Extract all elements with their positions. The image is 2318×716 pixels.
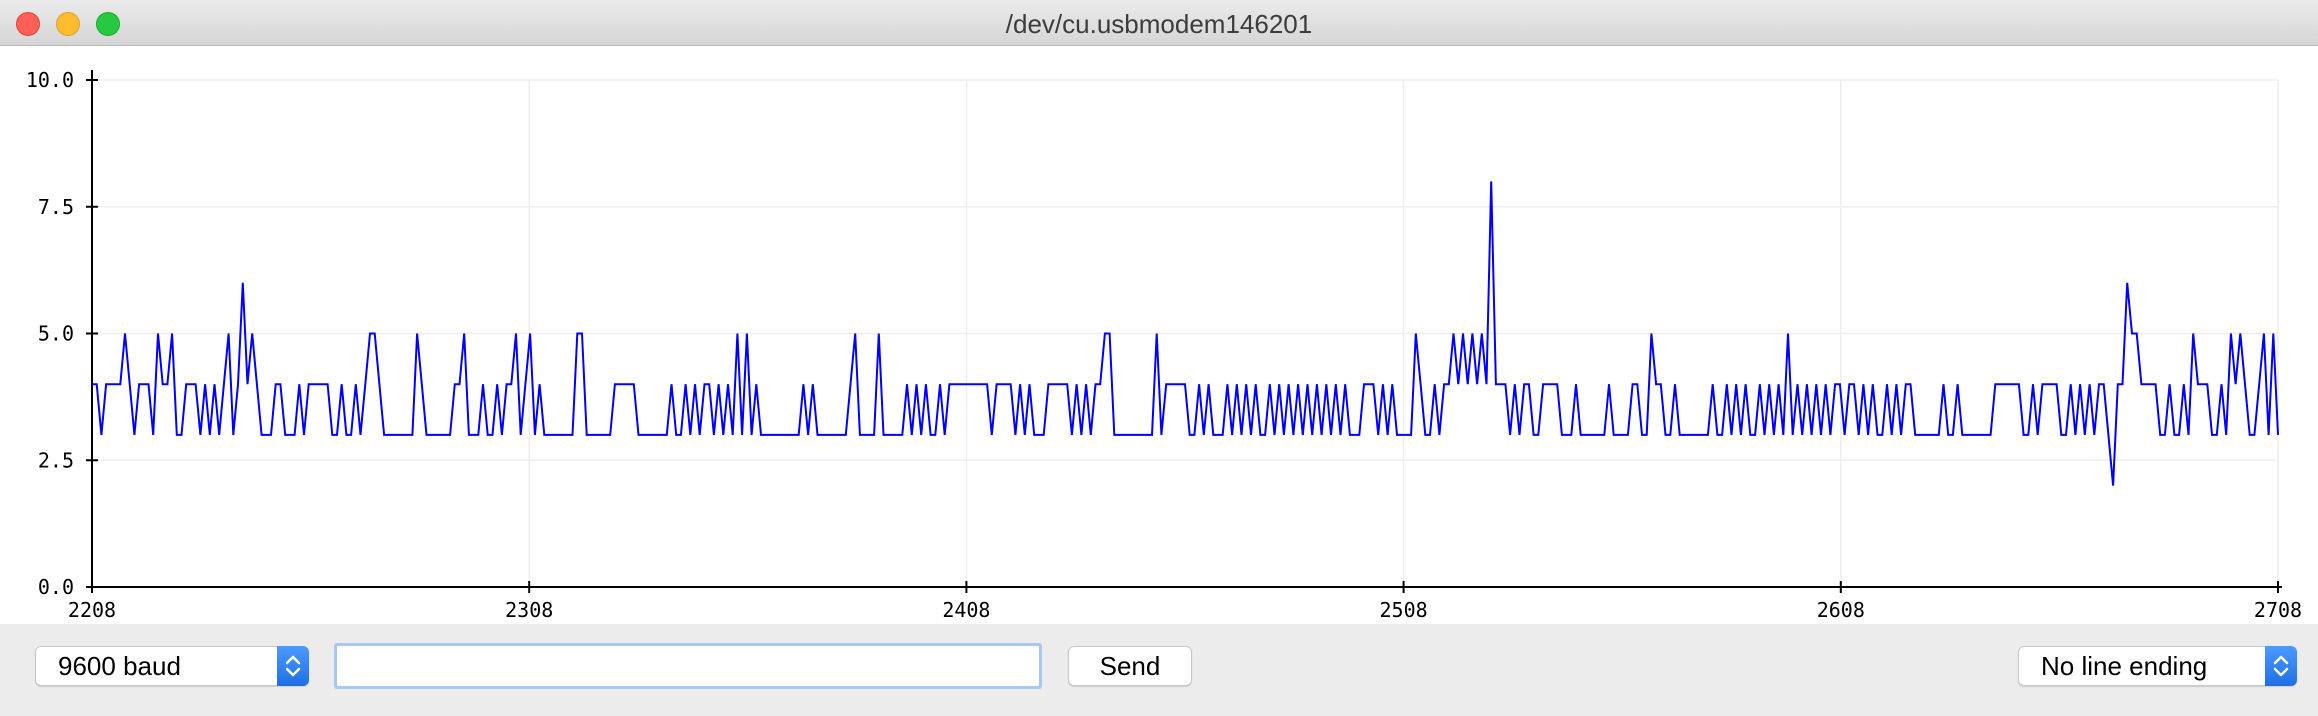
title-bar[interactable]: /dev/cu.usbmodem146201 — [0, 0, 2318, 46]
x-tick-label: 2408 — [942, 598, 990, 622]
data-series-line — [92, 181, 2279, 486]
x-tick-label: 2208 — [68, 598, 116, 622]
zoom-window-button[interactable] — [96, 12, 120, 36]
y-tick-label: 7.5 — [38, 195, 74, 219]
bottom-toolbar: 9600 baud Send No line ending — [0, 624, 2318, 716]
serial-input-field[interactable] — [334, 643, 1042, 689]
x-tick-label: 2508 — [1380, 598, 1428, 622]
close-window-button[interactable] — [16, 12, 40, 36]
baud-rate-select[interactable]: 9600 baud — [35, 646, 309, 686]
line-ending-select[interactable]: No line ending — [2018, 646, 2297, 686]
line-ending-label: No line ending — [2041, 651, 2208, 681]
send-button[interactable]: Send — [1068, 646, 1192, 686]
baud-rate-stepper-icon[interactable] — [277, 646, 309, 686]
minimize-window-button[interactable] — [56, 12, 80, 36]
x-tick-label: 2708 — [2254, 598, 2302, 622]
serial-plot-chart: 0.0 2.5 5.0 7.5 10.0 2208 2308 2408 2508 2608 2708 — [26, 68, 2302, 622]
window-title: /dev/cu.usbmodem146201 — [1005, 9, 1313, 39]
plot-area: 0.0 2.5 5.0 7.5 10.0 2208 2308 2408 2508 2608 2708 — [0, 46, 2318, 624]
baud-rate-label: 9600 baud — [58, 651, 181, 681]
line-ending-stepper-icon[interactable] — [2265, 646, 2297, 686]
y-tick-label: 0.0 — [38, 575, 74, 599]
x-tick-label: 2308 — [505, 598, 553, 622]
y-tick-label: 5.0 — [38, 322, 74, 346]
y-tick-label: 2.5 — [38, 448, 74, 472]
y-tick-label: 10.0 — [26, 68, 74, 92]
x-tick-label: 2608 — [1817, 598, 1865, 622]
